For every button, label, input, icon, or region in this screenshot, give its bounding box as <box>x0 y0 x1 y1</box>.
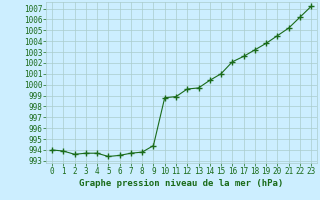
X-axis label: Graphe pression niveau de la mer (hPa): Graphe pression niveau de la mer (hPa) <box>79 179 284 188</box>
